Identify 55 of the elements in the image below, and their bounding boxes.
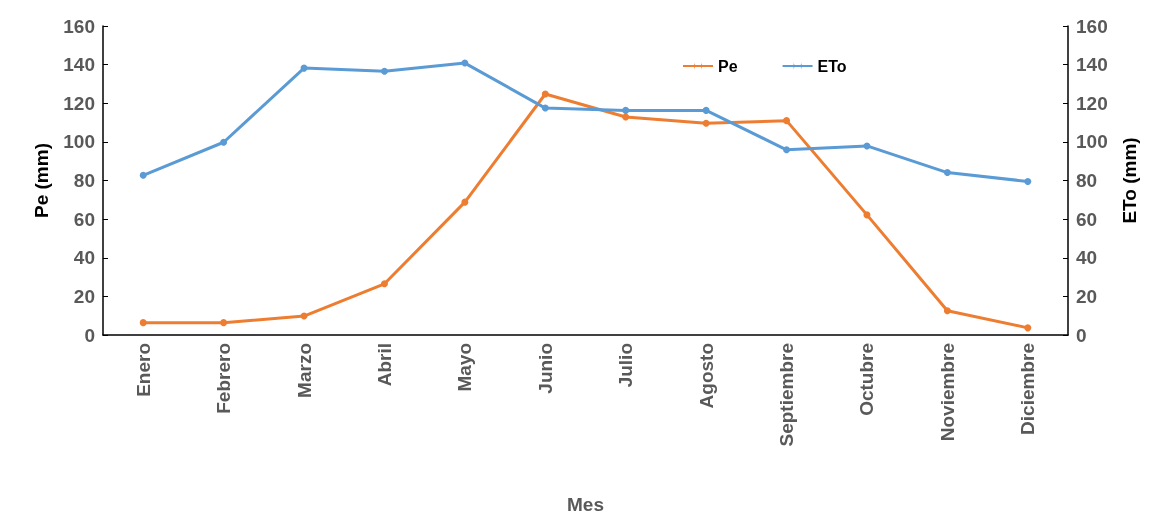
y2-tick-label: 80 bbox=[1076, 170, 1098, 191]
x-tick-label: Mayo bbox=[454, 343, 476, 392]
x-tick-label: Abril bbox=[373, 343, 395, 387]
y-tick-label: 140 bbox=[63, 54, 95, 76]
point bbox=[943, 169, 951, 177]
y2-axis-title: ETo (mm) bbox=[1119, 137, 1140, 224]
point bbox=[380, 280, 388, 288]
y2-tick-label: 160 bbox=[1076, 15, 1108, 37]
x-axis-title: Mes bbox=[567, 494, 604, 515]
y2-tick-label: 140 bbox=[1076, 54, 1108, 76]
point bbox=[461, 198, 469, 206]
x-tick-label: Septiembre bbox=[776, 343, 798, 447]
legend-label: ETo bbox=[817, 57, 847, 75]
x-tick-label: Octubre bbox=[856, 343, 878, 416]
x-tick-label: Noviembre bbox=[936, 343, 958, 442]
point bbox=[220, 319, 228, 327]
point bbox=[541, 104, 549, 112]
y-tick-label: 120 bbox=[63, 92, 95, 114]
point bbox=[622, 113, 630, 121]
y-tick-label: 60 bbox=[73, 208, 95, 230]
y2-tick-label: 20 bbox=[1076, 285, 1098, 307]
point bbox=[783, 117, 791, 125]
y-tick-label: 80 bbox=[73, 170, 95, 191]
x-tick-label: Julio bbox=[615, 343, 637, 388]
point bbox=[380, 67, 388, 75]
y2-tick-label: 60 bbox=[1076, 208, 1098, 230]
legend-label: Pe bbox=[718, 57, 738, 75]
y-tick-label: 40 bbox=[73, 247, 95, 269]
point bbox=[1024, 324, 1032, 332]
point bbox=[220, 138, 228, 146]
x-tick-label: Junio bbox=[534, 343, 556, 394]
x-tick-label: Febrero bbox=[213, 343, 235, 414]
x-tick-label: Enero bbox=[132, 343, 154, 397]
x-tick-label: Marzo bbox=[293, 343, 315, 398]
point bbox=[541, 90, 549, 98]
point bbox=[139, 319, 147, 327]
point bbox=[1024, 177, 1032, 185]
point bbox=[702, 106, 710, 114]
point bbox=[943, 307, 951, 315]
point bbox=[139, 171, 147, 179]
point bbox=[622, 106, 630, 114]
y2-tick-label: 0 bbox=[1076, 324, 1087, 346]
y-tick-label: 0 bbox=[84, 324, 95, 346]
y-axis-title: Pe (mm) bbox=[31, 143, 52, 218]
x-tick-label: Agosto bbox=[695, 343, 717, 409]
y2-tick-label: 40 bbox=[1076, 247, 1098, 269]
x-tick-label: Diciembre bbox=[1017, 343, 1039, 435]
point bbox=[783, 146, 791, 154]
y2-tick-label: 100 bbox=[1076, 131, 1108, 153]
y-tick-label: 160 bbox=[63, 15, 95, 37]
y2-tick-label: 120 bbox=[1076, 92, 1108, 114]
point bbox=[461, 59, 469, 67]
y-tick-label: 20 bbox=[73, 285, 95, 307]
y-tick-label: 100 bbox=[63, 131, 95, 153]
point bbox=[702, 119, 710, 127]
